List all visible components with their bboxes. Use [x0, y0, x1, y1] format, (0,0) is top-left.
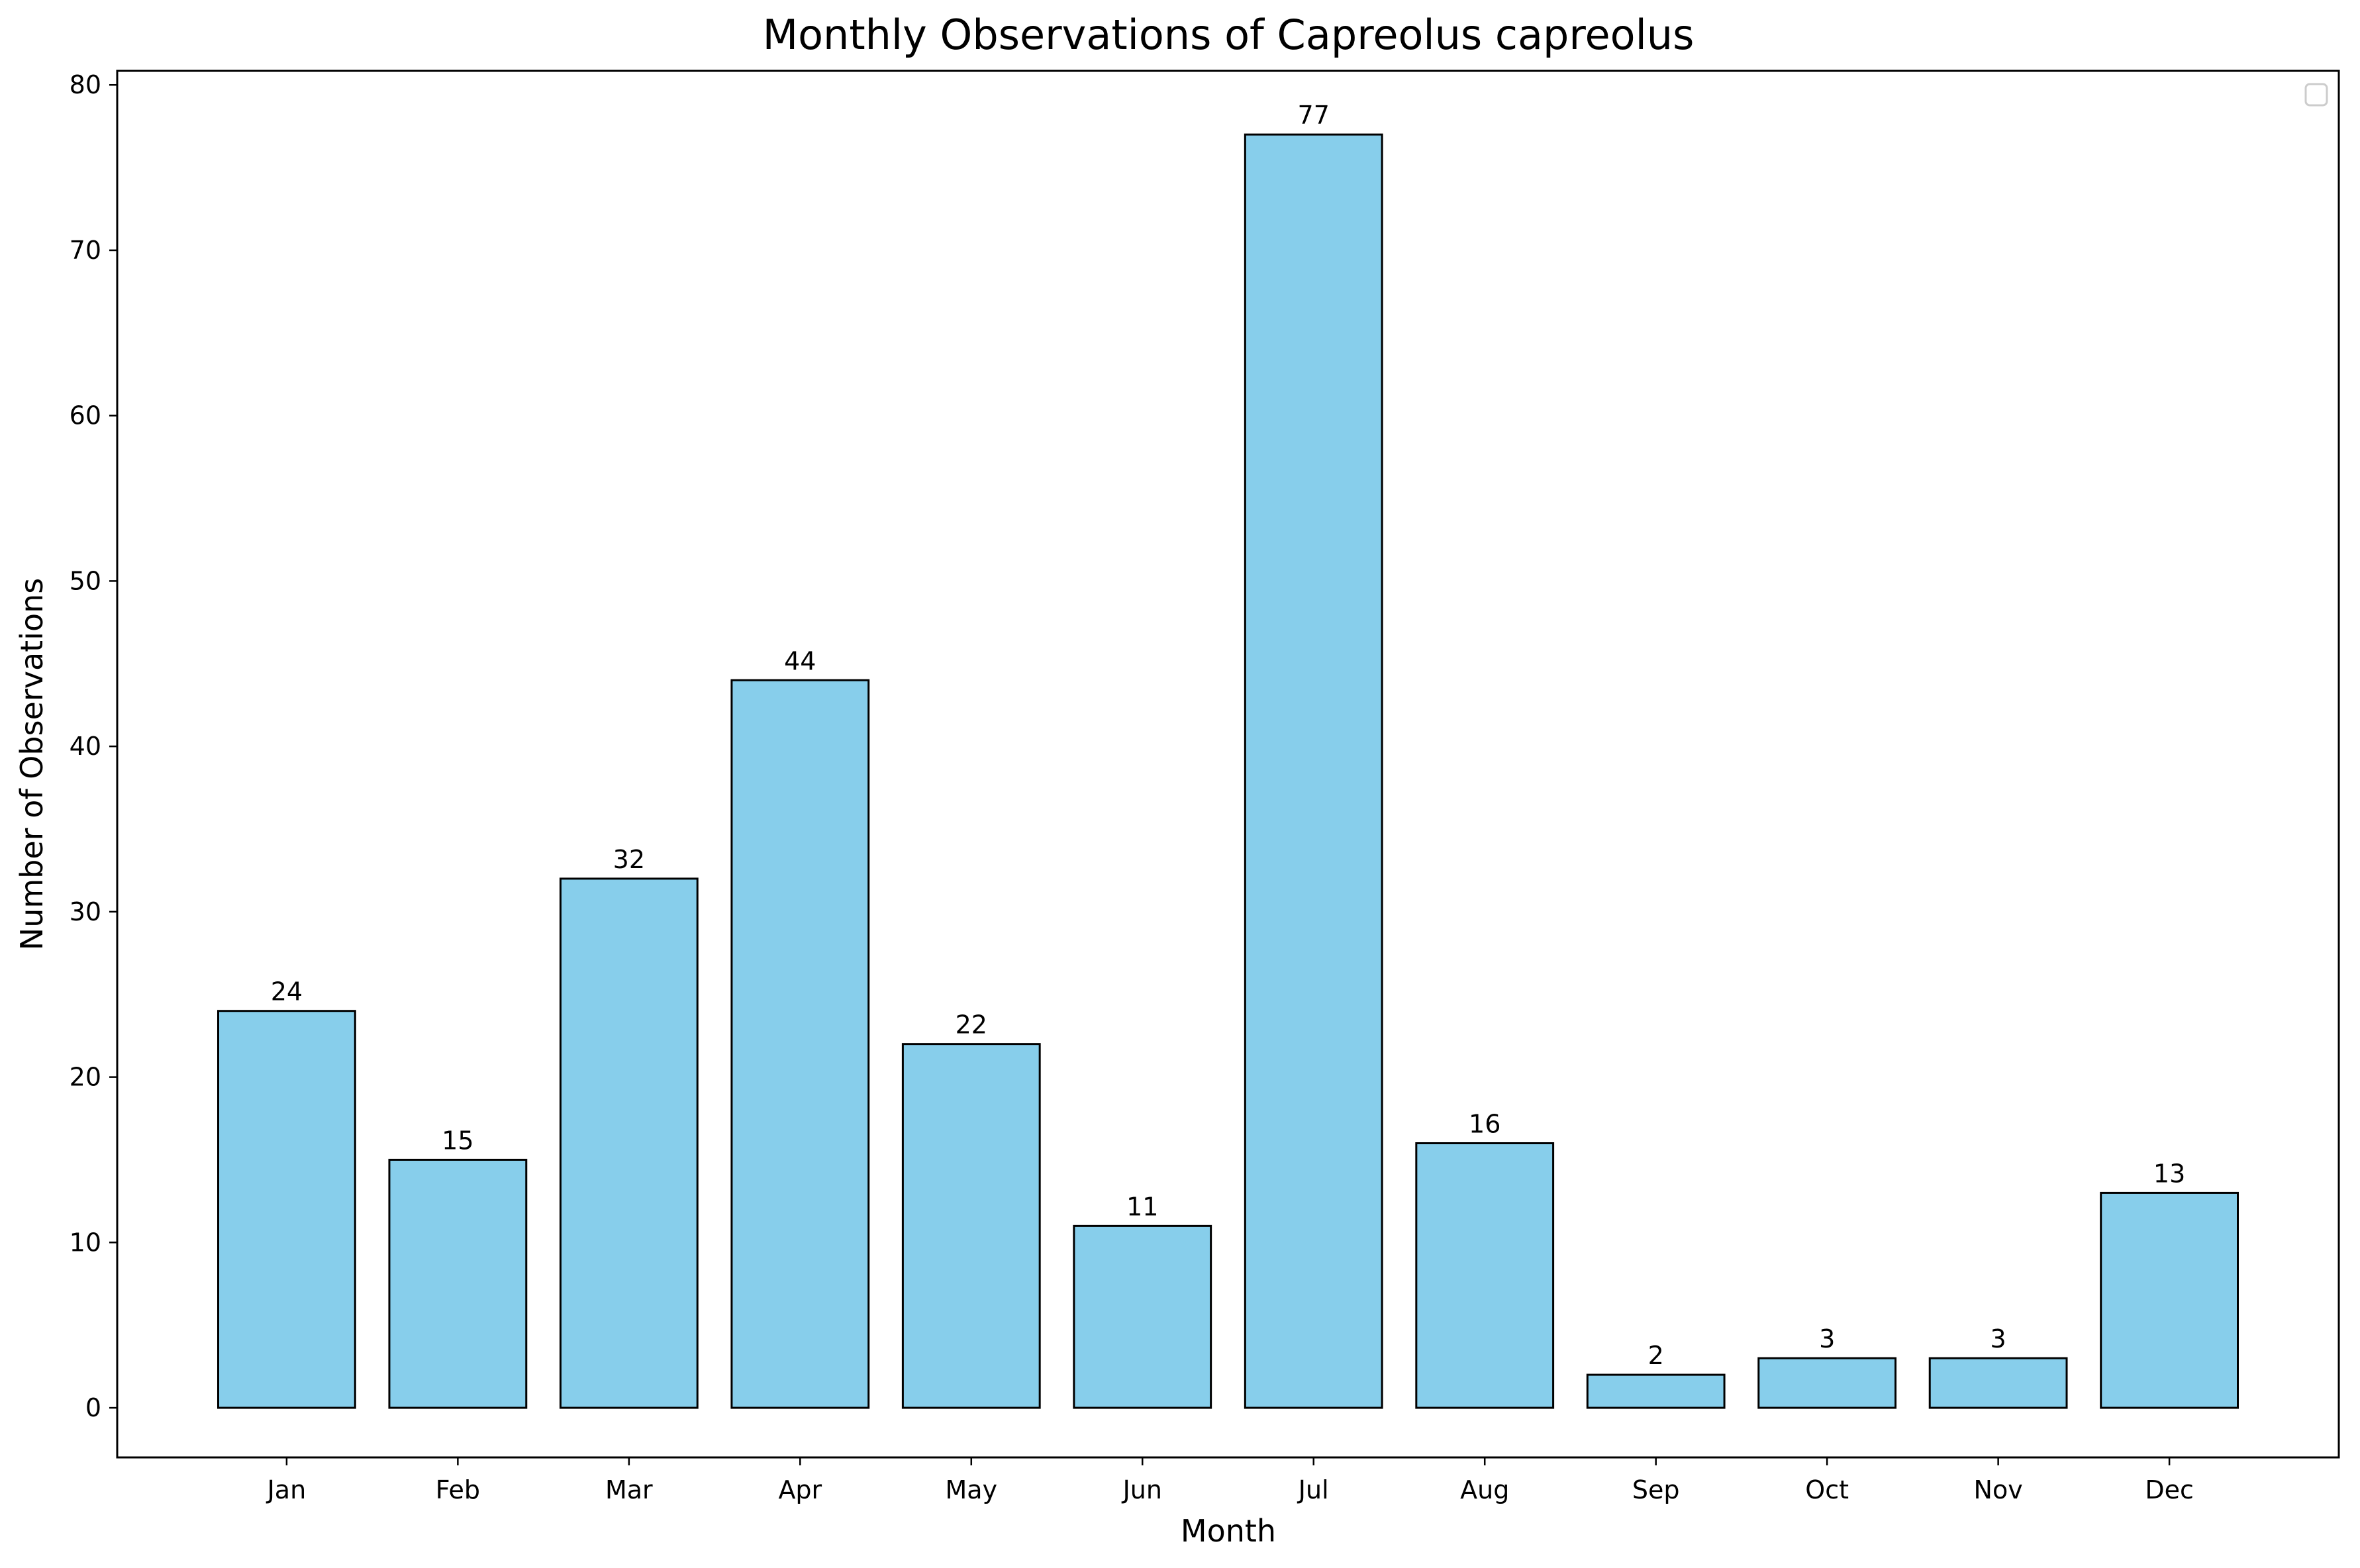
x-axis-ticks: Jan Feb Mar Apr May Jun Jul Aug Sep Oct Nov Dec	[266, 1457, 2194, 1504]
x-tick-label-jun: Jun	[1122, 1475, 1162, 1504]
x-tick-label-apr: Apr	[778, 1475, 822, 1504]
bar-jan	[217, 1010, 356, 1409]
x-tick-label-aug: Aug	[1460, 1475, 1509, 1504]
data-label-jun: 11	[1126, 1192, 1158, 1221]
data-label-aug: 16	[1469, 1110, 1500, 1139]
bar-nov	[1928, 1357, 2068, 1409]
y-tick-label-40: 40	[70, 732, 101, 761]
data-label-oct: 3	[1819, 1324, 1835, 1353]
data-label-jul: 77	[1298, 101, 1330, 130]
bar-jun	[1073, 1224, 1212, 1409]
chart-title: Monthly Observations of Capreolus capreo…	[763, 11, 1695, 59]
bar-sep	[1586, 1373, 1726, 1409]
bar-may	[901, 1043, 1041, 1409]
y-axis-ticks: 0 10 20 30 40 50 60 70 80	[70, 70, 117, 1422]
data-label-feb: 15	[442, 1126, 473, 1155]
x-tick-label-jul: Jul	[1297, 1475, 1329, 1504]
bar-jul	[1244, 133, 1383, 1409]
bar-dec	[2100, 1191, 2239, 1409]
y-tick-label-50: 50	[70, 566, 101, 595]
data-label-mar: 32	[613, 845, 645, 874]
data-label-dec: 13	[2153, 1159, 2185, 1188]
x-axis-title: Month	[1181, 1513, 1276, 1549]
bar-feb	[388, 1158, 528, 1409]
x-tick-label-sep: Sep	[1632, 1475, 1680, 1504]
y-tick-label-70: 70	[70, 236, 101, 265]
y-tick-label-80: 80	[70, 70, 101, 99]
x-tick-label-mar: Mar	[605, 1475, 653, 1504]
y-tick-label-60: 60	[70, 401, 101, 430]
y-tick-label-30: 30	[70, 897, 101, 926]
x-tick-label-feb: Feb	[436, 1475, 480, 1504]
bar-aug	[1415, 1142, 1555, 1409]
legend-box	[2304, 83, 2328, 107]
x-tick-label-dec: Dec	[2145, 1475, 2194, 1504]
data-labels-group: 24 15 32 44 22 11 77 16 2 3 3 13	[271, 101, 2186, 1370]
x-tick-label-may: May	[946, 1475, 998, 1504]
data-label-may: 22	[956, 1010, 987, 1040]
data-label-apr: 44	[784, 646, 816, 675]
x-tick-label-jan: Jan	[266, 1475, 307, 1504]
bar-mar	[559, 877, 699, 1409]
y-tick-label-0: 0	[85, 1393, 101, 1422]
x-tick-label-nov: Nov	[1974, 1475, 2023, 1504]
plot-frame	[116, 70, 2340, 1459]
x-tick-label-oct: Oct	[1805, 1475, 1849, 1504]
bar-oct	[1757, 1357, 1897, 1409]
y-tick-label-10: 10	[70, 1228, 101, 1257]
y-tick-label-20: 20	[70, 1063, 101, 1092]
bars-group	[217, 133, 2239, 1409]
y-axis-title: Number of Observations	[14, 578, 50, 950]
data-label-sep: 2	[1648, 1341, 1664, 1370]
data-label-nov: 3	[1991, 1324, 2006, 1353]
bar-apr	[730, 679, 870, 1409]
data-label-jan: 24	[271, 977, 303, 1006]
